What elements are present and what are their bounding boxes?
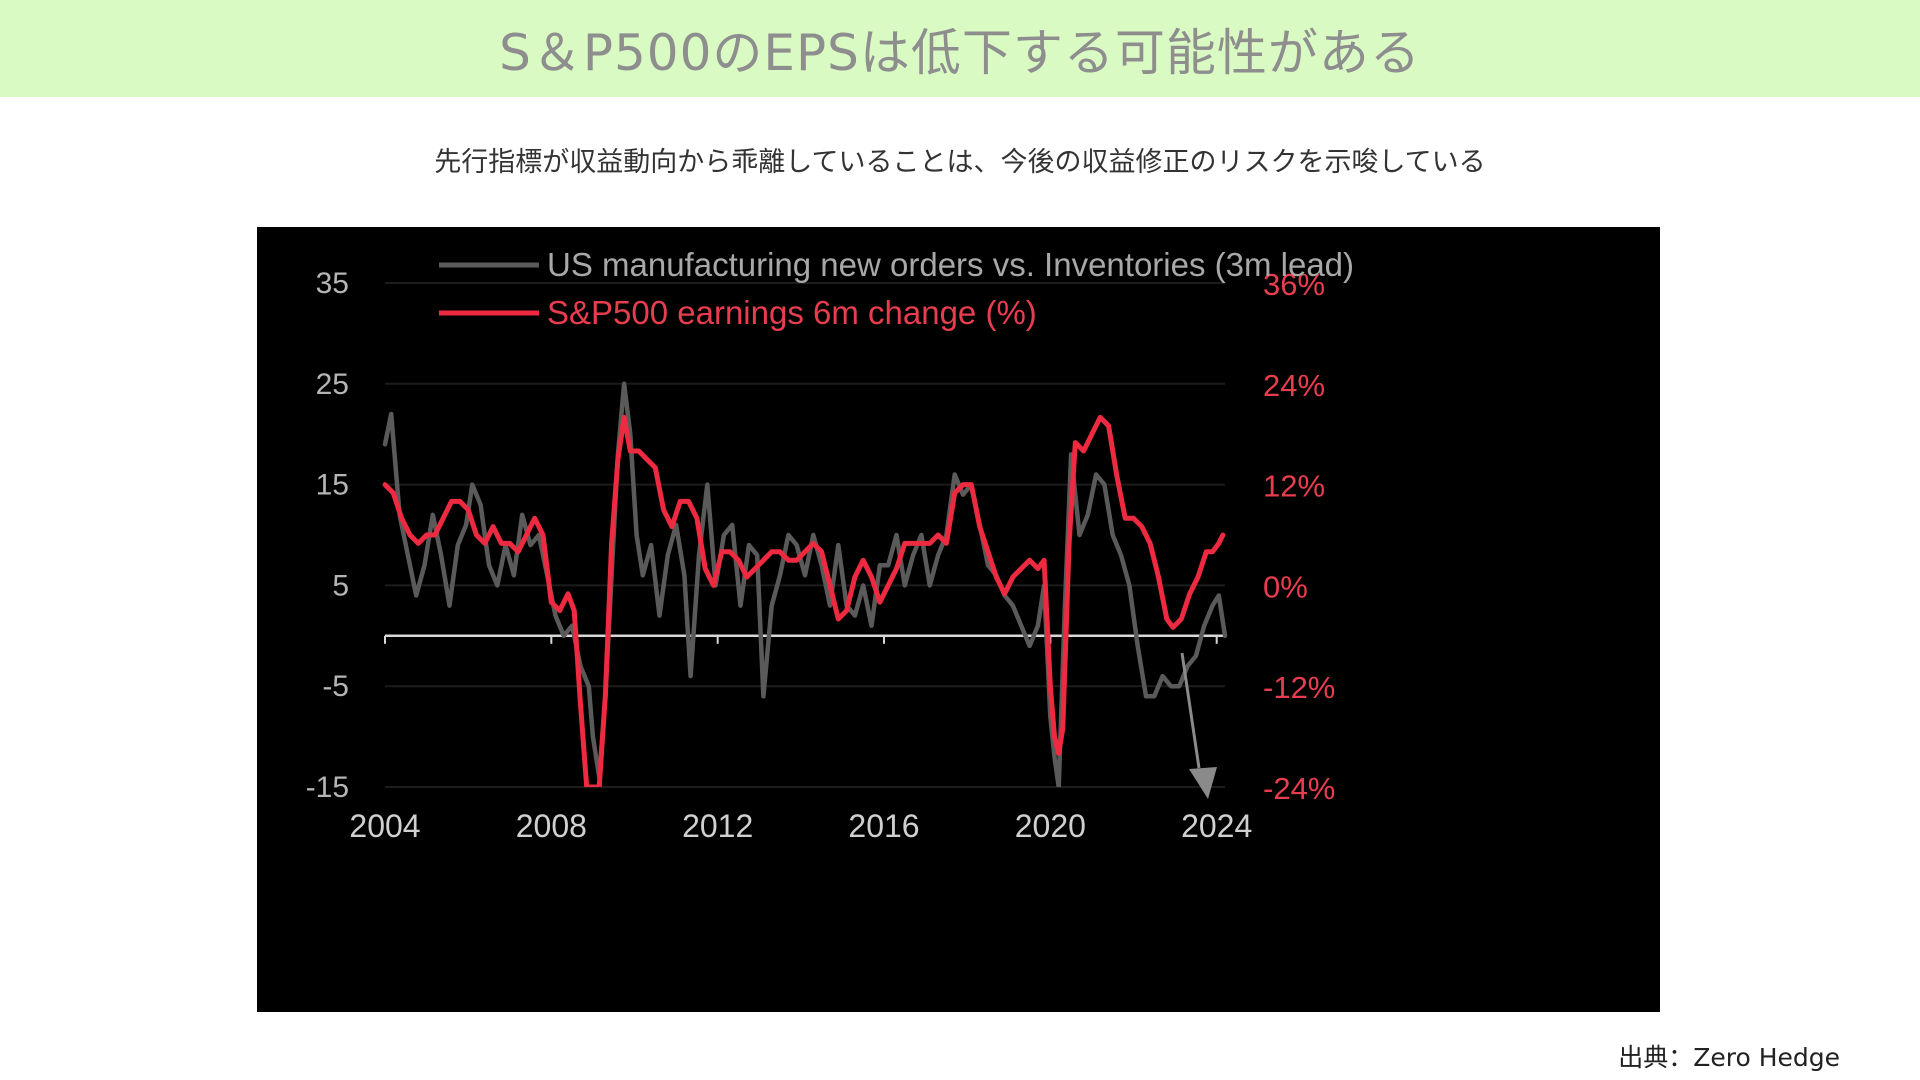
down-arrow-icon: [1189, 767, 1217, 799]
right-axis-tick-label: -12%: [1263, 670, 1335, 705]
source-credit: 出典：Zero Hedge: [1618, 1043, 1840, 1072]
title-banner: S＆P500のEPSは低下する可能性がある: [0, 0, 1920, 97]
series-line-sp500-earnings: [382, 414, 1226, 787]
down-arrow-shaft: [1180, 652, 1201, 769]
right-axis-tick-label: 36%: [1263, 267, 1325, 302]
eps-chart: 35 25 15 5 -5 -15 36% 24% 12% 0% -12% -24% 2004 2008 2…: [306, 246, 1354, 844]
x-axis-tick-label: 2008: [516, 808, 587, 844]
left-axis-tick-label: 5: [332, 569, 349, 602]
x-axis-tick-label: 2012: [682, 808, 753, 844]
left-axis-tick-label: -15: [306, 771, 349, 804]
left-axis-tick-label: -5: [322, 670, 349, 703]
x-axis-tick-label: 2004: [349, 808, 420, 844]
x-axis-tick-label: 2024: [1181, 808, 1252, 844]
right-axis-tick-label: 0%: [1263, 569, 1308, 604]
page-title: S＆P500のEPSは低下する可能性がある: [499, 23, 1421, 82]
right-axis-tick-label: 12%: [1263, 469, 1325, 504]
page-subtitle: 先行指標が収益動向から乖離していることは、今後の収益修正のリスクを示唆している: [434, 147, 1486, 178]
right-axis-tick-label: -24%: [1263, 771, 1335, 806]
legend-item-sp500-label: S&P500 earnings 6m change (%): [547, 294, 1037, 331]
x-axis-tick-label: 2016: [848, 808, 919, 844]
right-axis-tick-label: 24%: [1263, 368, 1325, 403]
left-axis-tick-label: 25: [316, 368, 349, 401]
series-line-manufacturing: [382, 381, 1228, 787]
left-axis-tick-label: 15: [316, 469, 349, 502]
x-axis-tick-label: 2020: [1015, 808, 1086, 844]
legend-item-manufacturing-label: US manufacturing new orders vs. Inventor…: [547, 246, 1354, 283]
left-axis-tick-label: 35: [316, 267, 349, 300]
chart-panel: 35 25 15 5 -5 -15 36% 24% 12% 0% -12% -24% 2004 2008 2…: [257, 227, 1660, 1012]
